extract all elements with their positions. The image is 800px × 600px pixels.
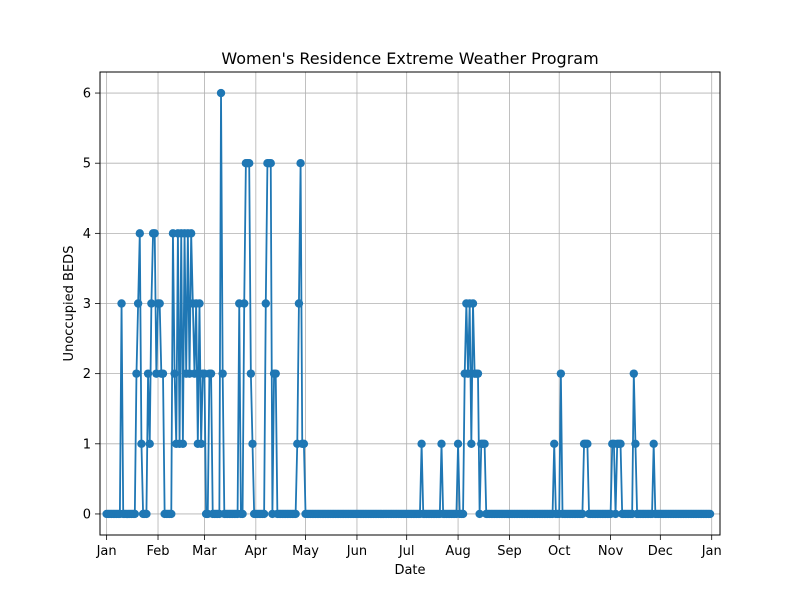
y-tick-label: 4: [83, 227, 91, 242]
data-point: [616, 439, 625, 448]
y-tick-label: 5: [83, 157, 91, 172]
data-point: [463, 369, 473, 378]
data-point: [259, 509, 269, 519]
data-point: [473, 369, 483, 378]
data-point: [417, 439, 426, 448]
data-point: [611, 509, 620, 519]
data-point: [480, 439, 489, 448]
data-point: [453, 439, 463, 448]
x-tick-label: Jan: [701, 544, 722, 559]
data-point: [196, 439, 206, 448]
data-point: [261, 299, 270, 308]
x-tick-label: Jan: [96, 544, 117, 559]
data-point: [631, 439, 640, 448]
data-point: [150, 229, 159, 238]
data-point: [550, 439, 559, 448]
data-point: [186, 229, 196, 238]
data-point: [468, 299, 478, 308]
data-point: [145, 439, 154, 448]
data-point: [158, 369, 168, 378]
data-point: [291, 509, 300, 519]
data-point: [143, 369, 153, 378]
data-point: [649, 439, 658, 448]
x-tick-label: Aug: [445, 544, 470, 559]
data-point: [578, 509, 587, 519]
data-point: [294, 299, 304, 308]
y-tick-label: 2: [83, 367, 91, 382]
data-point: [266, 159, 275, 168]
data-point: [245, 159, 254, 168]
data-point: [296, 159, 305, 168]
data-point: [271, 369, 280, 378]
x-tick-label: Oct: [548, 544, 570, 559]
x-tick-label: Dec: [648, 544, 673, 559]
data-point: [170, 369, 179, 378]
data-point: [246, 369, 256, 378]
data-point: [467, 439, 476, 448]
data-point: [167, 509, 176, 519]
x-tick-label: Feb: [147, 544, 170, 559]
data-point: [475, 509, 484, 519]
data-point: [117, 299, 126, 308]
x-tick-label: Apr: [245, 544, 268, 559]
y-axis-label: Unoccupied BEDS: [62, 246, 77, 362]
data-point: [437, 439, 446, 448]
data-point: [458, 509, 468, 519]
x-tick-label: Sep: [497, 544, 522, 559]
data-point: [135, 229, 144, 238]
data-point: [190, 369, 199, 378]
data-point: [240, 299, 249, 308]
data-point: [238, 509, 247, 519]
x-tick-label: Mar: [192, 544, 217, 559]
data-point: [248, 439, 257, 448]
data-point: [147, 299, 156, 308]
data-point: [556, 369, 566, 378]
data-point: [137, 439, 146, 448]
x-tick-label: Jul: [398, 544, 415, 559]
grid: [100, 72, 720, 535]
data-point: [155, 299, 164, 308]
y-tick-label: 0: [83, 507, 91, 522]
x-tick-label: Nov: [598, 544, 624, 559]
data-point: [178, 439, 188, 448]
y-tick-label: 6: [83, 87, 91, 102]
data-point: [705, 509, 715, 519]
x-tick-label: Jun: [346, 544, 367, 559]
data-point: [216, 88, 226, 98]
data-point: [206, 369, 216, 378]
x-axis-label: Date: [394, 563, 425, 578]
data-point: [583, 439, 592, 448]
data-point: [142, 509, 151, 519]
y-tick-label: 1: [83, 437, 91, 452]
axes: Jan Feb Mar Apr May Jun Jul Aug Sep Oct Nov Dec Jan 0…: [83, 87, 722, 559]
data-point: [130, 509, 140, 519]
x-tick-label: May: [292, 544, 319, 559]
series-layer: [102, 88, 715, 519]
data-point: [299, 439, 309, 448]
chart-title: Women's Residence Extreme Weather Progra…: [221, 49, 598, 68]
data-point: [133, 299, 143, 308]
data-point: [195, 299, 204, 308]
data-point: [132, 369, 141, 378]
data-point: [629, 369, 638, 378]
data-point: [218, 369, 227, 378]
y-tick-label: 3: [83, 297, 91, 312]
